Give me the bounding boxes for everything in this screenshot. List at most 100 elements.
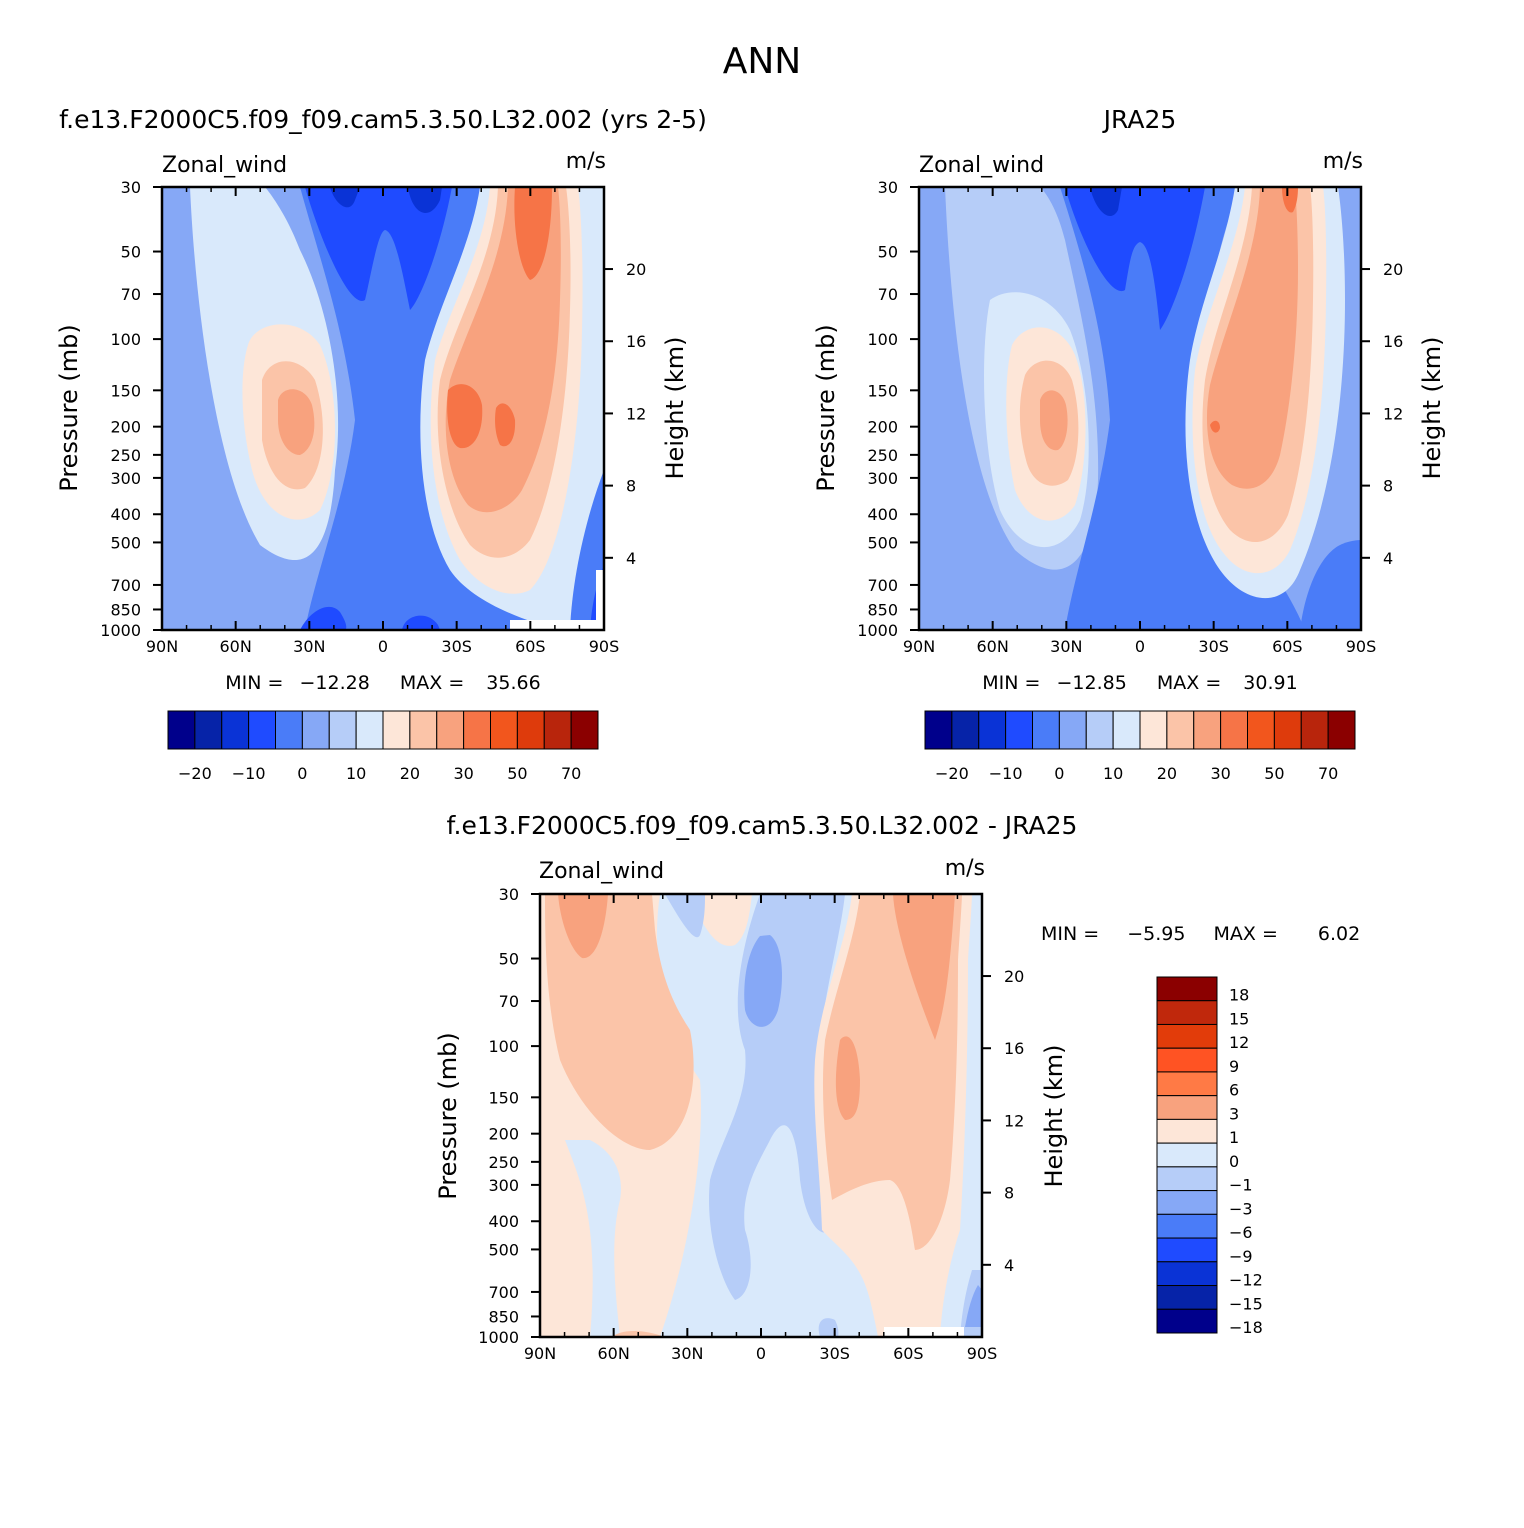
obs-pressure-tick-label: 70 (878, 285, 898, 304)
model-pressure-tick-label: 300 (110, 469, 141, 488)
model-variable-label: Zonal_wind (162, 153, 287, 178)
diff-colorbar-label: 0 (1229, 1152, 1239, 1171)
diff-colorbar-swatch (1156, 1047, 1218, 1073)
obs-colorbar-label: 0 (1054, 764, 1064, 783)
obs-units-label: m/s (1323, 149, 1363, 174)
diff-axes: 90N 60N 30N 0 30S 60S 90S 30 50 70 100 150 200 250 300… (478, 885, 1024, 1363)
obs-colorbar-swatch (978, 710, 1007, 750)
obs-colorbar-label: 30 (1210, 764, 1230, 783)
obs-height-tick-label: 20 (1383, 260, 1403, 279)
model-pressure-tick-label: 500 (110, 533, 141, 552)
model-x-tick-label: 90S (589, 637, 620, 656)
obs-colorbar-swatch (1220, 710, 1248, 750)
model-colorbar-swatch (436, 710, 465, 750)
model-x-tick-label: 0 (378, 637, 388, 656)
obs-colorbar-swatch (924, 710, 953, 750)
diff-colorbar-label: −15 (1229, 1294, 1263, 1313)
colorbars-layer: −20 −10 0 10 20 30 50 70 −20 −10 0 10 20 30 50 70181512… (167, 710, 1356, 1337)
obs-panel-title: JRA25 (1102, 105, 1177, 134)
diff-x-tick-label: 90N (524, 1344, 556, 1363)
model-max-label: MAX = (400, 672, 464, 694)
model-max-value: 35.66 (486, 672, 540, 694)
obs-pressure-tick-label: 400 (867, 505, 898, 524)
model-colorbar-label: 50 (507, 764, 527, 783)
diff-pressure-tick-label: 50 (499, 950, 519, 969)
diff-units-label: m/s (945, 856, 985, 881)
model-colorbar-swatch (221, 710, 250, 750)
model-pressure-tick-label: 200 (110, 418, 141, 437)
obs-x-tick-label: 0 (1135, 637, 1145, 656)
model-panel-title: f.e13.F2000C5.f09_f09.cam5.3.50.L32.002 … (59, 105, 707, 134)
axes-layer: 90N 60N 30N 0 30S 60S 90S305070100150200250300… (100, 178, 1403, 1363)
obs-x-tick-label: 60N (977, 637, 1009, 656)
model-colorbar-swatch (490, 710, 518, 750)
diff-height-tick-label: 16 (1004, 1039, 1024, 1058)
obs-colorbar-swatch (1005, 710, 1033, 750)
diff-colorbar-swatch (1156, 1023, 1218, 1049)
model-pressure-tick-label: 50 (121, 243, 141, 262)
obs-colorbar-swatch (1058, 710, 1087, 750)
diff-pressure-tick-label: 150 (488, 1088, 519, 1107)
diff-x-tick-label: 90S (967, 1344, 998, 1363)
diff-panel: Zonal_wind m/s Pressure (mb) Height (km)… (434, 856, 1360, 1339)
model-min-value: −12.28 (300, 672, 370, 694)
diff-colorbar-label: −9 (1229, 1247, 1253, 1266)
diff-pressure-tick-label: 250 (488, 1153, 519, 1172)
obs-panel: Zonal_wind m/s Pressure (mb) Height (km)… (812, 149, 1446, 694)
obs-min-label: MIN = (982, 672, 1040, 694)
model-colorbar-swatch (248, 710, 276, 750)
diff-x-tick-label: 0 (756, 1344, 766, 1363)
model-axes: 90N 60N 30N 0 30S 60S 90S 30 50 70 100 150 200 250 300… (100, 178, 646, 656)
model-colorbar-swatch (194, 710, 223, 750)
diff-colorbar-label: −3 (1229, 1199, 1253, 1218)
model-pressure-tick-label: 70 (121, 285, 141, 304)
diff-colorbar-label: 6 (1229, 1081, 1239, 1100)
obs-max-value: 30.91 (1243, 672, 1297, 694)
diff-x-tick-label: 60S (893, 1344, 924, 1363)
diff-colorbar: 18 15 12 9 6 3 1 0 −1 −3 −6 −9 −12 −15 −18 (1156, 976, 1263, 1337)
model-colorbar-swatch (301, 710, 330, 750)
obs-x-tick-label: 60S (1272, 637, 1303, 656)
diff-colorbar-label: 15 (1229, 1009, 1249, 1028)
diff-height-axis-label: Height (km) (1040, 1045, 1068, 1188)
model-height-tick-label: 16 (626, 332, 646, 351)
obs-pressure-tick-label: 1000 (857, 621, 898, 640)
obs-max-label: MAX = (1157, 672, 1221, 694)
diff-height-tick-label: 4 (1004, 1256, 1014, 1275)
obs-colorbar: −20 −10 0 10 20 30 50 70 (924, 710, 1356, 783)
obs-colorbar-label: 20 (1157, 764, 1177, 783)
model-colorbar-swatch (167, 710, 196, 750)
model-height-tick-label: 8 (626, 477, 636, 496)
diff-colorbar-label: 3 (1229, 1104, 1239, 1123)
obs-pressure-tick-label: 850 (867, 600, 898, 619)
model-pressure-axis-label: Pressure (mb) (55, 324, 83, 491)
model-colorbar-swatch (463, 710, 491, 750)
model-pressure-tick-label: 700 (110, 576, 141, 595)
figure-title: ANN (723, 41, 802, 82)
obs-x-tick-label: 30S (1198, 637, 1229, 656)
model-contour-field (162, 187, 604, 630)
diff-colorbar-label: 12 (1229, 1033, 1249, 1052)
diff-pressure-tick-label: 70 (499, 992, 519, 1011)
obs-colorbar-label: 70 (1318, 764, 1338, 783)
obs-pressure-tick-label: 500 (867, 533, 898, 552)
diff-variable-label: Zonal_wind (539, 859, 664, 884)
diff-colorbar-label: 18 (1229, 986, 1249, 1005)
model-pressure-tick-label: 850 (110, 600, 141, 619)
diff-colorbar-label: 9 (1229, 1057, 1239, 1076)
model-colorbar-label: −10 (232, 764, 266, 783)
diff-colorbar-swatch (1156, 1166, 1218, 1192)
model-colorbar-label: 70 (561, 764, 581, 783)
obs-colorbar-swatch (1166, 710, 1195, 750)
model-height-tick-label: 4 (626, 549, 636, 568)
model-x-tick-label: 60S (515, 637, 546, 656)
model-x-tick-label: 60N (220, 637, 252, 656)
diff-colorbar-swatch (1156, 1308, 1218, 1334)
obs-pressure-tick-label: 200 (867, 418, 898, 437)
obs-pressure-tick-label: 250 (867, 446, 898, 465)
model-pressure-tick-label: 250 (110, 446, 141, 465)
model-height-axis-label: Height (km) (661, 337, 689, 480)
obs-colorbar-swatch (951, 710, 980, 750)
obs-pressure-tick-label: 700 (867, 576, 898, 595)
obs-min-max: MIN = −12.85 MAX = 30.91 (982, 672, 1297, 694)
